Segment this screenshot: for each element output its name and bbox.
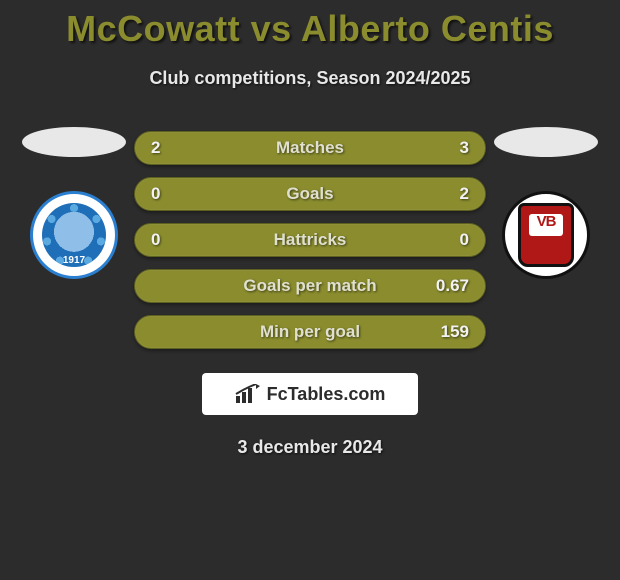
player-silhouette-right (494, 127, 598, 157)
subtitle: Club competitions, Season 2024/2025 (0, 68, 620, 89)
club-badge-right: VB (502, 191, 590, 279)
club-badge-right-monogram: VB (521, 213, 571, 230)
stat-value-right: 159 (429, 322, 469, 342)
stat-label: Min per goal (191, 322, 429, 342)
club-badge-left: 1917 (30, 191, 118, 279)
stat-row: Goals per match 0.67 (134, 269, 486, 303)
comparison-panel: 1917 2 Matches 3 0 Goals 2 0 Hattricks 0… (0, 131, 620, 349)
stat-value-right: 3 (429, 138, 469, 158)
stat-value-right: 0.67 (429, 276, 469, 296)
stat-label: Goals (191, 184, 429, 204)
stat-label: Matches (191, 138, 429, 158)
stat-value-left: 0 (151, 230, 191, 250)
page-title: McCowatt vs Alberto Centis (0, 0, 620, 50)
footer-date: 3 december 2024 (0, 437, 620, 458)
stat-value-left: 2 (151, 138, 191, 158)
watermark-text: FcTables.com (267, 384, 386, 405)
stat-row: 0 Hattricks 0 (134, 223, 486, 257)
right-player-column: VB (486, 131, 606, 279)
player-silhouette-left (22, 127, 126, 157)
club-badge-right-shield: VB (518, 203, 574, 267)
stat-row: Min per goal 159 (134, 315, 486, 349)
stats-list: 2 Matches 3 0 Goals 2 0 Hattricks 0 Goal… (134, 131, 486, 349)
stat-row: 0 Goals 2 (134, 177, 486, 211)
stat-label: Goals per match (191, 276, 429, 296)
stat-value-right: 0 (429, 230, 469, 250)
stat-value-left: 0 (151, 184, 191, 204)
infographic-root: McCowatt vs Alberto Centis Club competit… (0, 0, 620, 580)
stat-label: Hattricks (191, 230, 429, 250)
club-badge-left-year: 1917 (33, 255, 115, 266)
bar-chart-icon (235, 384, 261, 404)
watermark: FcTables.com (202, 373, 418, 415)
stat-value-right: 2 (429, 184, 469, 204)
left-player-column: 1917 (14, 131, 134, 279)
stat-row: 2 Matches 3 (134, 131, 486, 165)
